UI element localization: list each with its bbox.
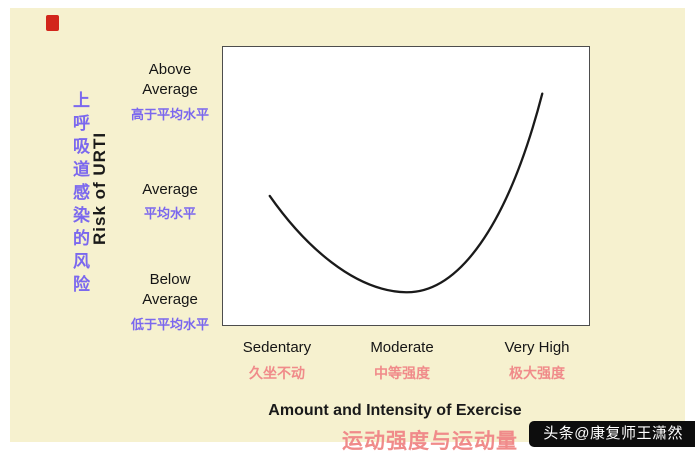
plot-area: [222, 46, 590, 326]
x-tick-label-zh: 久坐不动: [249, 365, 305, 381]
j-curve: [268, 92, 544, 294]
toutiao-watermark: 头条@康复师王潇然: [529, 421, 695, 447]
y-tick-label-en: Above Average: [142, 61, 198, 99]
red-seal-mark: [46, 15, 59, 31]
y-axis-title-chinese: 上呼吸道感染的风险: [70, 90, 89, 298]
x-axis-title: Amount and Intensity of Exercise: [268, 402, 522, 419]
x-tick-label-zh: 中等强度: [374, 365, 430, 381]
y-tick-average: Average 平均水平: [126, 180, 214, 222]
y-tick-label-zh: 高于平均水平: [130, 106, 209, 122]
y-tick-label-zh: 平均水平: [143, 206, 196, 222]
x-tick-very-high: Very High 极大强度: [477, 339, 597, 383]
y-tick-label-zh: 低于平均水平: [130, 316, 209, 332]
y-tick-label-en: Average: [142, 181, 198, 198]
y-tick-below-average: Below Average 低于平均水平: [126, 270, 214, 333]
y-tick-above-average: Above Average 高于平均水平: [126, 60, 214, 123]
x-tick-label-en: Moderate: [370, 339, 434, 356]
risk-curve-svg: [268, 92, 544, 294]
y-tick-label-en: Below Average: [142, 271, 198, 309]
x-tick-label-zh: 极大强度: [509, 365, 565, 381]
chart-canvas: 上呼吸道感染的风险 Risk of URTI Above Average 高于平…: [10, 8, 685, 453]
x-tick-sedentary: Sedentary 久坐不动: [217, 339, 337, 383]
x-tick-label-en: Very High: [504, 339, 570, 356]
x-tick-moderate: Moderate 中等强度: [342, 339, 462, 383]
x-tick-label-en: Sedentary: [242, 339, 312, 356]
y-axis-title: Risk of URTI: [90, 131, 109, 245]
x-axis-title-chinese: 运动强度与运动量: [342, 430, 518, 453]
